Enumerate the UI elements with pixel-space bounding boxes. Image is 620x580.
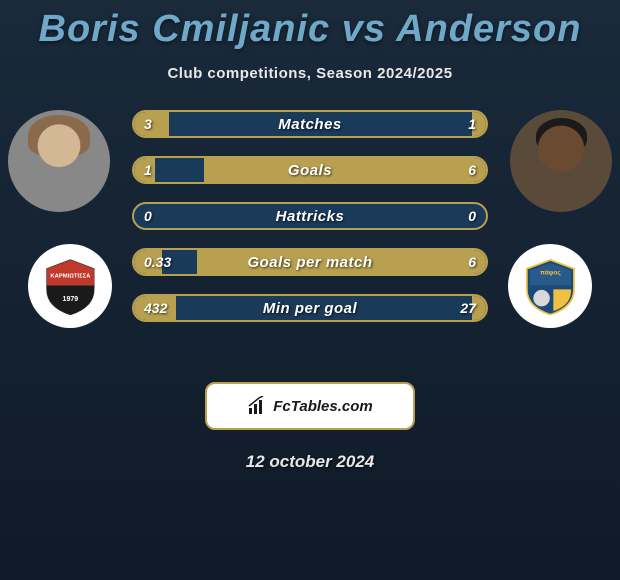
stat-label: Goals	[134, 158, 486, 182]
badge-text: FcTables.com	[273, 398, 372, 415]
club-left-logo: ΚΑΡΜΙΩΤΙΣΣΑ 1979	[28, 244, 112, 328]
player-right-avatar	[510, 110, 612, 212]
stat-row: 0.33 Goals per match 6	[132, 248, 488, 276]
subtitle: Club competitions, Season 2024/2025	[0, 65, 620, 82]
stat-label: Min per goal	[134, 296, 486, 320]
stat-row: 0 Hattricks 0	[132, 202, 488, 230]
stat-right-value: 6	[468, 250, 476, 274]
svg-text:ΚΑΡΜΙΩΤΙΣΣΑ: ΚΑΡΜΙΩΤΙΣΣΑ	[50, 273, 91, 279]
stat-bars: 3 Matches 1 1 Goals 6 0 Hattricks 0 0.33…	[132, 110, 488, 340]
club-right-logo: πάφος	[508, 244, 592, 328]
shield-icon: πάφος	[521, 257, 580, 316]
stat-row: 432 Min per goal 27	[132, 294, 488, 322]
stat-right-value: 6	[468, 158, 476, 182]
svg-text:πάφος: πάφος	[540, 269, 561, 276]
page-title: Boris Cmiljanic vs Anderson	[0, 0, 620, 51]
shield-icon: ΚΑΡΜΙΩΤΙΣΣΑ 1979	[41, 257, 100, 316]
stat-right-value: 27	[460, 296, 476, 320]
source-badge: FcTables.com	[205, 382, 415, 430]
stat-label: Goals per match	[134, 250, 486, 274]
date-text: 12 october 2024	[0, 452, 620, 472]
stat-label: Hattricks	[134, 204, 486, 228]
svg-text:1979: 1979	[62, 296, 78, 303]
stat-row: 1 Goals 6	[132, 156, 488, 184]
player-left-avatar	[8, 110, 110, 212]
stat-right-value: 1	[468, 112, 476, 136]
chart-icon	[247, 396, 267, 416]
comparison-main: ΚΑΡΜΙΩΤΙΣΣΑ 1979 πάφος 3 Matches 1 1 Goa…	[0, 110, 620, 370]
stat-row: 3 Matches 1	[132, 110, 488, 138]
stat-right-value: 0	[468, 204, 476, 228]
stat-label: Matches	[134, 112, 486, 136]
